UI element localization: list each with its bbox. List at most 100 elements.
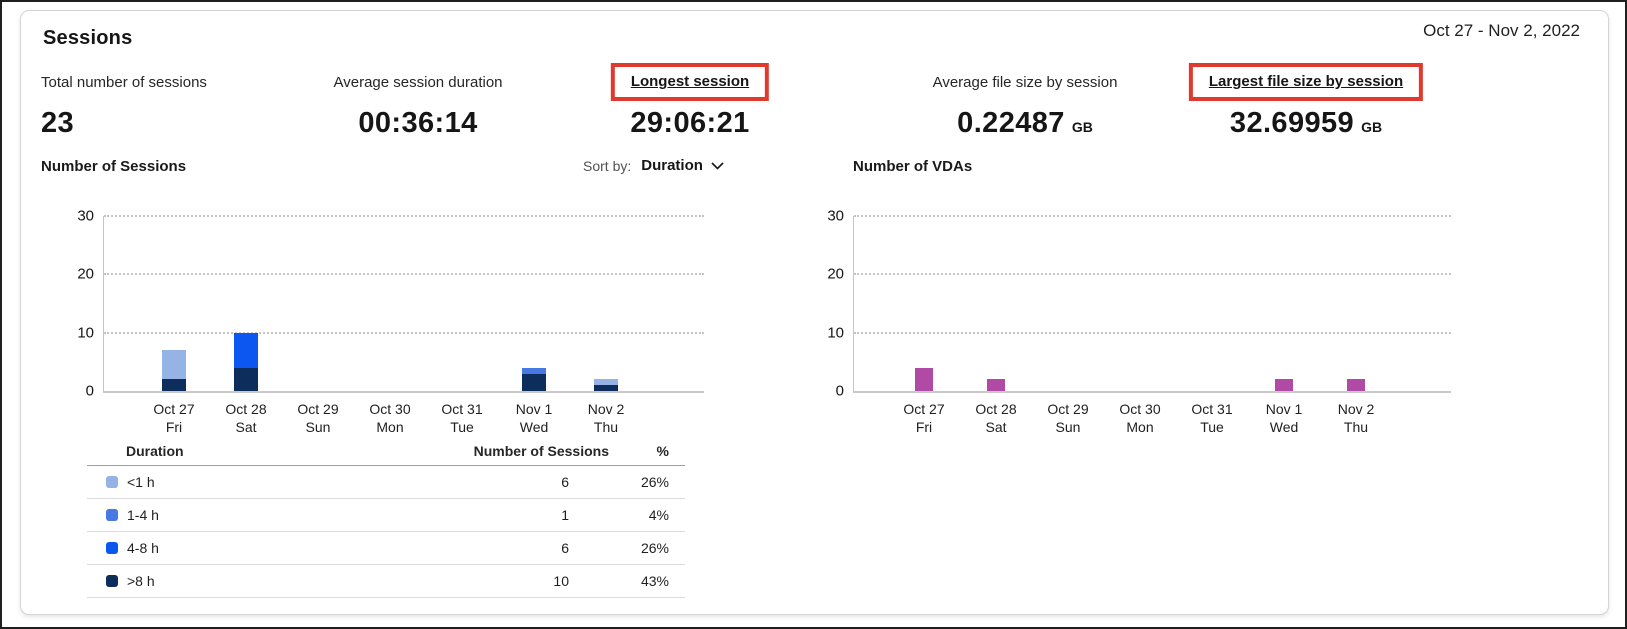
gridline-10	[854, 331, 1451, 334]
chevron-down-icon	[711, 161, 724, 170]
total-number-of-sessions-value: 23	[41, 107, 74, 140]
average-file-size-by-session-label: Average file size by session	[932, 73, 1118, 91]
x-axis-tick-oct-28: Oct 28 Sat	[225, 401, 267, 435]
gridline-20	[854, 273, 1451, 276]
y-axis-tick-20: 20	[827, 265, 844, 283]
bar-nov-2[interactable]	[1347, 379, 1365, 391]
bar-segment-VDAs[interactable]	[1347, 379, 1365, 391]
average-file-size-by-session-label-zone: Average file size by session	[933, 61, 1118, 103]
percent-column-header: %	[656, 443, 669, 459]
percent-cell: 43%	[640, 573, 669, 589]
average-session-duration-label: Average session duration	[333, 73, 503, 91]
largest-file-size-by-session-value-number: 32.69959	[1229, 107, 1355, 139]
y-axis-tick-30: 30	[827, 207, 844, 225]
annotation-box-largest-file-size-by-session: Largest file size by session	[1188, 63, 1424, 101]
gridline-30	[854, 215, 1451, 217]
average-file-size-by-session-value-unit: GB	[1071, 119, 1093, 135]
bar-oct-27[interactable]	[915, 367, 933, 391]
table-row-4-8h: 4-8 h 6 26%	[87, 532, 685, 565]
duration-table: Duration Number of Sessions % <1 h 6 26% 1-…	[87, 437, 685, 598]
duration-column-header: Duration	[126, 443, 184, 459]
gridline-20	[104, 273, 704, 276]
duration-label: 4-8 h	[127, 540, 159, 556]
x-axis-tick-nov-1: Nov 1 Wed	[515, 401, 553, 435]
bar-segment-VDAs[interactable]	[1275, 379, 1293, 391]
bar-segment-8h[interactable]	[234, 367, 258, 391]
stat-total-number-of-sessions: Total number of sessions 23	[41, 61, 207, 140]
percent-cell: 26%	[640, 474, 669, 490]
y-axis-tick-0: 0	[85, 382, 94, 400]
sessions-count-cell: 1	[561, 507, 569, 523]
sessions-count-cell: 10	[553, 573, 569, 589]
longest-session-link[interactable]: Longest session	[630, 73, 750, 90]
average-session-duration-value-number: 00:36:14	[358, 107, 478, 139]
largest-file-size-by-session-link[interactable]: Largest file size by session	[1208, 73, 1404, 90]
duration-cell: 4-8 h	[87, 540, 399, 556]
duration-label: <1 h	[127, 474, 155, 490]
y-axis-tick-0: 0	[835, 382, 844, 400]
bar-nov-1[interactable]	[522, 367, 546, 391]
average-file-size-by-session-value: 0.22487 GB	[957, 107, 1093, 140]
x-axis-tick-oct-31: Oct 31 Tue	[1191, 401, 1233, 435]
page-title: Sessions	[43, 27, 133, 49]
sessions-card: Sessions Oct 27 - Nov 2, 2022 Total numb…	[20, 10, 1609, 615]
duration-cell: 1-4 h	[87, 507, 399, 523]
bar-segment-VDAs[interactable]	[915, 367, 933, 391]
bar-segment-1-4h[interactable]	[522, 367, 546, 374]
stat-average-session-duration: Average session duration 00:36:14	[334, 61, 503, 140]
table-row-1-4h: 1-4 h 1 4%	[87, 499, 685, 532]
bar-oct-28[interactable]	[234, 332, 258, 391]
x-axis-tick-oct-27: Oct 27 Fri	[903, 401, 945, 435]
sort-by-label: Sort by:	[583, 157, 632, 174]
x-axis-tick-oct-29: Oct 29 Sun	[297, 401, 339, 435]
average-file-size-by-session-value-number: 0.22487	[957, 107, 1065, 139]
total-number-of-sessions-value-number: 23	[41, 107, 75, 139]
bar-oct-27[interactable]	[162, 350, 186, 391]
table-row-1h: <1 h 6 26%	[87, 466, 685, 499]
bar-segment-1h[interactable]	[594, 379, 618, 386]
average-session-duration-value: 00:36:14	[358, 107, 477, 140]
chart-title-sessions: Number of Sessions	[41, 158, 187, 175]
bar-segment-1h[interactable]	[162, 350, 186, 380]
duration-cell: >8 h	[87, 573, 399, 589]
duration-label: >8 h	[127, 573, 155, 589]
legend-swatch	[106, 509, 118, 521]
sort-by-dropdown[interactable]: Duration	[641, 157, 724, 174]
longest-session-value: 29:06:21	[630, 107, 749, 140]
bar-segment-8h[interactable]	[594, 385, 618, 391]
sessions-bar-chart: 0 10 20 30 Oct 27 Fri Oct 28 Sat Oct 29 Sun Oct…	[77, 208, 704, 435]
percent-cell: 26%	[640, 540, 669, 556]
largest-file-size-by-session-label-zone: Largest file size by session	[1188, 61, 1424, 103]
gridline-30	[104, 215, 704, 217]
x-axis-tick-oct-30: Oct 30 Mon	[369, 401, 411, 435]
bar-segment-8h[interactable]	[522, 373, 546, 391]
sessions-column-header: Number of Sessions	[473, 443, 609, 459]
total-number-of-sessions-label: Total number of sessions	[41, 73, 207, 91]
x-axis-tick-nov-2: Nov 2 Thu	[1337, 401, 1375, 435]
bar-segment-8h[interactable]	[162, 379, 186, 391]
x-axis-tick-nov-2: Nov 2 Thu	[587, 401, 625, 435]
bar-nov-1[interactable]	[1275, 379, 1293, 391]
duration-cell: <1 h	[87, 474, 399, 490]
x-axis-tick-oct-30: Oct 30 Mon	[1119, 401, 1161, 435]
table-row-8h: >8 h 10 43%	[87, 565, 685, 598]
sort-by-control: Sort by: Duration	[583, 157, 724, 174]
sessions-count-cell: 6	[561, 540, 569, 556]
percent-cell: 4%	[648, 507, 669, 523]
largest-file-size-by-session-value-unit: GB	[1361, 119, 1383, 135]
duration-table-header: Duration Number of Sessions %	[87, 437, 685, 466]
x-axis-tick-oct-31: Oct 31 Tue	[441, 401, 483, 435]
duration-label: 1-4 h	[127, 507, 159, 523]
bar-segment-VDAs[interactable]	[987, 379, 1005, 391]
stat-average-file-size-by-session: Average file size by session 0.22487 GB	[933, 61, 1118, 140]
vdas-bar-chart: 0 10 20 30 Oct 27 Fri Oct 28 Sat Oct 29 Sun Oct…	[827, 208, 1451, 435]
bar-oct-28[interactable]	[987, 379, 1005, 391]
bar-segment-4-8h[interactable]	[234, 332, 258, 368]
total-number-of-sessions-label-zone: Total number of sessions	[41, 61, 207, 103]
y-axis-tick-30: 30	[77, 207, 94, 225]
legend-swatch	[106, 476, 118, 488]
bar-nov-2[interactable]	[594, 379, 618, 391]
x-axis-tick-oct-27: Oct 27 Fri	[153, 401, 195, 435]
stat-largest-file-size-by-session: Largest file size by session 32.69959 GB	[1188, 61, 1424, 140]
